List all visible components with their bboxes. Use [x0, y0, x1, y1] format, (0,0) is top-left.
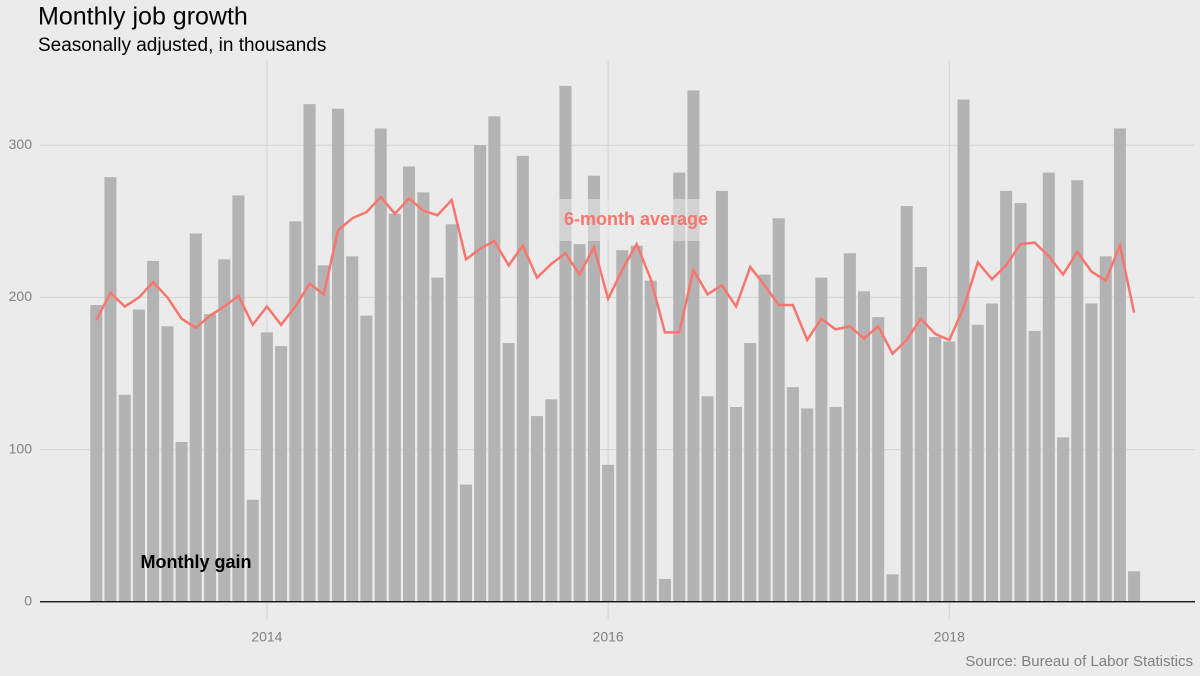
bar: [445, 224, 458, 602]
bar: [843, 253, 856, 602]
bar: [417, 192, 430, 602]
bar: [786, 387, 799, 602]
bar: [829, 406, 842, 602]
bar: [303, 104, 316, 602]
bar: [744, 343, 757, 602]
bar: [90, 305, 103, 602]
bar: [801, 408, 814, 602]
bar: [715, 190, 728, 602]
bar: [175, 441, 188, 602]
y-tick-label: 0: [24, 592, 32, 608]
bar: [1000, 190, 1013, 602]
bar: [602, 464, 615, 602]
bar: [1071, 180, 1084, 602]
bar: [772, 218, 785, 602]
bar: [957, 99, 970, 602]
bar: [388, 213, 401, 602]
bar: [658, 578, 671, 602]
bar: [886, 574, 899, 602]
bar: [147, 260, 160, 602]
y-tick-label: 300: [9, 136, 33, 152]
bar: [204, 314, 217, 602]
bar: [374, 128, 387, 602]
bar: [858, 291, 871, 602]
bar: [317, 265, 330, 602]
bar: [943, 341, 956, 602]
bar: [687, 90, 700, 602]
bar: [914, 266, 927, 602]
bar: [403, 166, 416, 602]
bar: [488, 116, 501, 602]
x-tick-label: 2014: [251, 629, 282, 645]
bar: [346, 256, 359, 602]
bar: [516, 155, 529, 602]
series-label: Monthly gain: [141, 552, 252, 572]
bar: [701, 396, 714, 602]
bar: [474, 145, 487, 602]
bar: [730, 406, 743, 602]
bar: [260, 332, 273, 602]
bar: [545, 399, 558, 602]
bar: [985, 303, 998, 602]
bar: [218, 259, 231, 602]
bar: [1028, 330, 1041, 602]
bar: [1113, 128, 1126, 602]
bar: [189, 233, 202, 602]
bar: [971, 324, 984, 602]
y-tick-label: 100: [9, 440, 33, 456]
bar: [118, 394, 131, 602]
bar: [900, 206, 913, 602]
bar: [1128, 571, 1141, 602]
bar: [616, 250, 629, 602]
bar: [673, 172, 686, 602]
line: [95, 195, 1136, 356]
bar: [502, 343, 515, 602]
chart-title: Monthly job growth: [38, 3, 248, 31]
bar: [1014, 203, 1027, 602]
bar: [431, 277, 444, 602]
y-tick-label: 200: [9, 288, 33, 304]
bar: [246, 499, 259, 602]
chart-subtitle: Seasonally adjusted, in thousands: [38, 35, 326, 56]
bar: [573, 244, 586, 602]
bar: [132, 309, 145, 602]
bar: [275, 346, 288, 602]
bar: [530, 416, 543, 602]
bar: [644, 280, 657, 602]
x-tick-label: 2018: [934, 629, 965, 645]
bar: [630, 245, 643, 602]
bar: [232, 195, 245, 602]
bar: [559, 85, 572, 602]
bar: [872, 317, 885, 602]
bar: [104, 177, 117, 602]
bar: [815, 277, 828, 602]
bar: [161, 326, 174, 602]
bar: [1085, 303, 1098, 602]
source: Source: Bureau of Labor Statistics: [965, 653, 1193, 670]
label-background: [556, 199, 716, 241]
bar: [459, 484, 473, 602]
bar: [360, 315, 373, 602]
bar: [929, 336, 942, 602]
bar: [1042, 172, 1055, 602]
series-label: 6-month average: [564, 209, 708, 229]
x-tick-label: 2016: [593, 629, 624, 645]
bar: [758, 274, 771, 602]
bar: [289, 221, 302, 602]
bar: [587, 175, 600, 602]
bar: [1057, 437, 1070, 602]
bar: [332, 108, 345, 602]
bar: [1099, 256, 1112, 602]
